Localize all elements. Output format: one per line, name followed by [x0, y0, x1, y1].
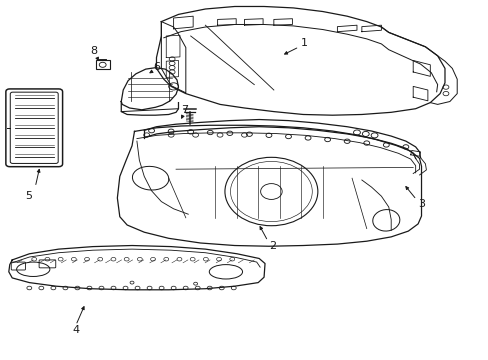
- Text: 3: 3: [417, 199, 424, 210]
- Text: 4: 4: [72, 325, 79, 336]
- Text: 6: 6: [153, 62, 160, 72]
- Text: 2: 2: [269, 240, 276, 251]
- Text: 5: 5: [25, 191, 32, 201]
- Text: 1: 1: [300, 38, 307, 48]
- Text: 8: 8: [90, 46, 97, 56]
- Text: 7: 7: [181, 105, 188, 115]
